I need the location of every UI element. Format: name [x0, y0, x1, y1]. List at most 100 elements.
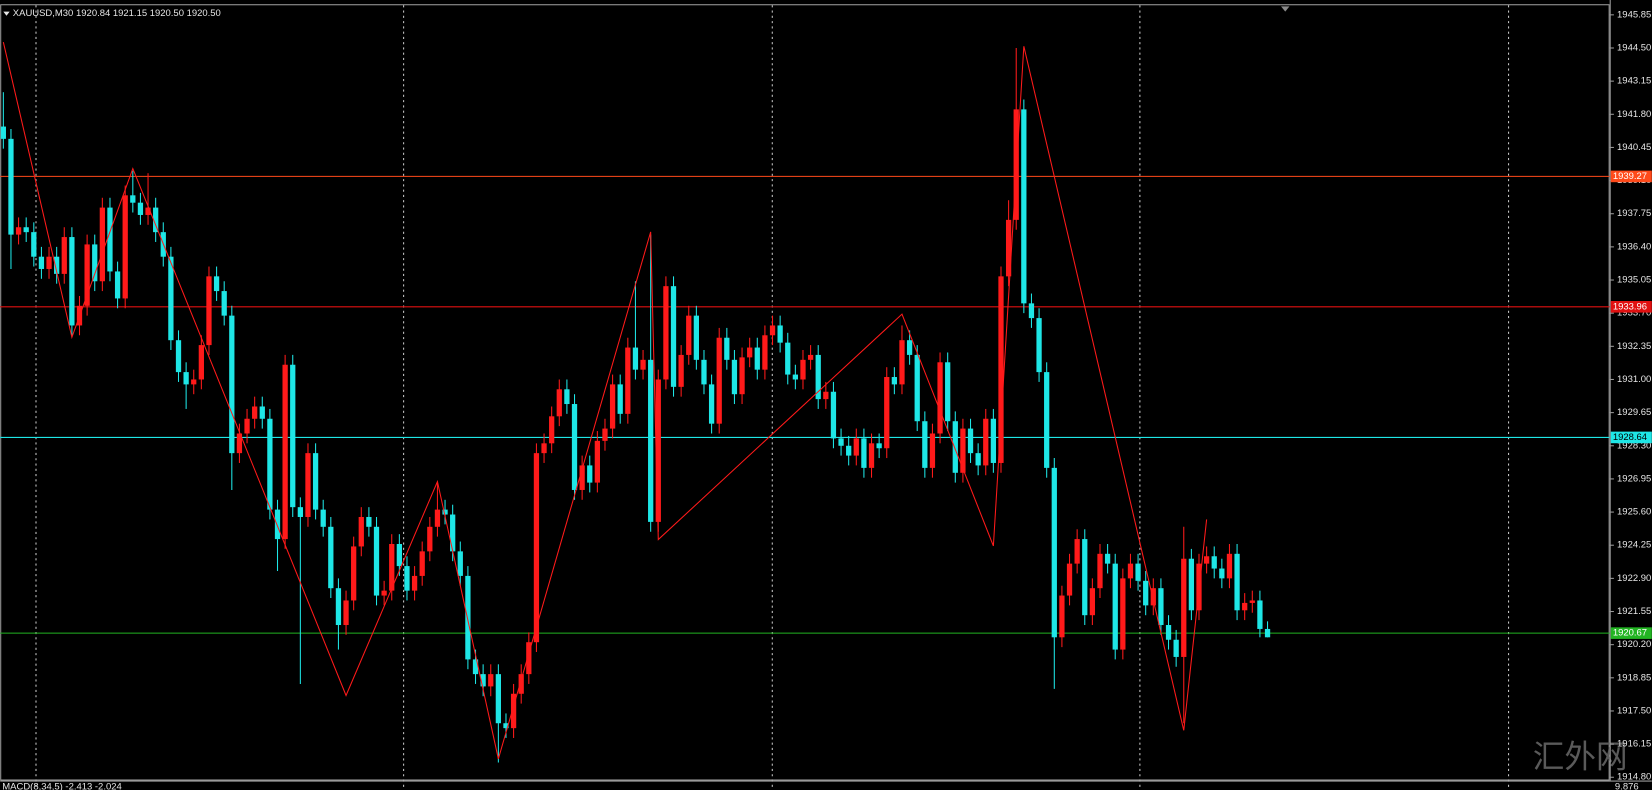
candle-body — [480, 674, 486, 687]
y-tick-label: 1922.90 — [1617, 573, 1651, 584]
candle-body — [1165, 625, 1172, 640]
watermark: 汇外网 — [1533, 739, 1628, 775]
candle-body — [1028, 303, 1035, 319]
candle-body — [404, 566, 410, 591]
candle-body — [389, 543, 395, 591]
candle-body — [411, 575, 418, 591]
candle-body — [952, 421, 958, 473]
candle-body — [396, 543, 402, 567]
plot-frame — [0, 4, 1610, 781]
candle-body — [602, 428, 608, 441]
candle-body — [99, 207, 105, 282]
menu-arrow — [3, 11, 10, 16]
candle-body — [1219, 568, 1225, 579]
candle-body — [906, 340, 913, 355]
candle-body — [1074, 539, 1080, 564]
candle-body — [625, 347, 631, 414]
candle-body — [983, 418, 989, 466]
candle-body — [731, 359, 738, 395]
price-level-box — [1610, 170, 1652, 183]
candle-body — [663, 286, 669, 380]
candle-body — [998, 276, 1004, 463]
candle-body — [1104, 553, 1111, 564]
candle-body — [236, 433, 243, 454]
price-level-box — [1610, 431, 1652, 444]
candle-body — [701, 359, 707, 385]
candle-body — [564, 389, 570, 405]
candle-body — [807, 354, 814, 360]
candle-body — [290, 364, 296, 508]
candle-body — [891, 377, 898, 385]
candle-body — [579, 465, 585, 490]
candle-body — [122, 195, 128, 299]
candle-body — [518, 674, 524, 694]
candle-body — [1249, 600, 1255, 603]
candle-body — [434, 509, 441, 527]
candle-body — [884, 377, 890, 449]
candle-body — [792, 374, 799, 380]
price-axis: 1945.85 1944.50 1943.15 1941.80 1940.45 1939.… — [1609, 0, 1652, 783]
candle-body — [495, 674, 501, 724]
candle-body — [259, 406, 265, 419]
y-tick-label: 1914.80 — [1617, 772, 1651, 783]
candle-body — [38, 256, 45, 269]
candle-body — [1005, 219, 1012, 277]
candle-body — [1181, 558, 1187, 657]
candle-body — [1036, 318, 1042, 373]
candle-body — [450, 514, 456, 552]
candle-body — [617, 384, 623, 414]
candle-body — [1044, 372, 1050, 468]
symbol-title: XAUUSD,M30 — [13, 8, 74, 19]
price-level-label: 1928.64 — [1613, 432, 1647, 443]
shift-marker — [1281, 6, 1290, 12]
candles — [0, 41, 1271, 763]
candle-body — [1135, 563, 1141, 581]
candle-body — [183, 372, 189, 385]
candle-body — [876, 443, 882, 449]
candle-body — [54, 256, 60, 274]
candle-body — [609, 384, 616, 429]
candle-body — [785, 342, 791, 375]
candle-body — [549, 416, 555, 444]
candle-body — [899, 340, 905, 385]
candle-body — [312, 453, 319, 510]
candle-body — [853, 438, 859, 456]
candle-body — [1112, 563, 1118, 650]
candle-body — [510, 693, 517, 729]
candle-body — [61, 237, 67, 274]
candle-body — [823, 391, 829, 400]
candle-body — [754, 347, 760, 370]
candle-body — [191, 379, 197, 385]
candle-body — [747, 347, 753, 358]
candle-body — [472, 659, 479, 675]
candle-body — [366, 516, 372, 527]
candle-body — [229, 315, 235, 454]
candle-body — [861, 438, 867, 468]
candle-body — [69, 237, 75, 326]
y-tick-label: 1940.45 — [1617, 142, 1651, 153]
candle-body — [1257, 600, 1263, 629]
y-tick-label: 1920.20 — [1617, 639, 1651, 650]
candle-body — [1021, 109, 1027, 304]
candle-body — [419, 551, 425, 576]
candle-body — [244, 418, 250, 434]
candle-body — [846, 445, 852, 456]
y-tick-label: 1929.65 — [1617, 407, 1651, 418]
candle-body — [533, 453, 540, 643]
candle-body — [1059, 595, 1065, 638]
candle-body — [762, 335, 768, 370]
indicator-label: MACD(8,34,5) -2.413 -2.024 — [2, 781, 121, 790]
candle-body — [556, 389, 562, 417]
candle-body — [868, 443, 875, 468]
candle-body — [153, 207, 159, 233]
candle-body — [1264, 628, 1271, 638]
y-tick-label: 1941.80 — [1617, 109, 1651, 120]
candle-body — [221, 291, 227, 316]
candle-body — [373, 526, 380, 596]
candle-body — [92, 244, 98, 282]
candle-body — [335, 588, 342, 626]
candle-body — [130, 195, 136, 203]
candle-body — [282, 364, 288, 540]
candle-body — [465, 575, 471, 660]
y-tick-label: 1935.05 — [1617, 275, 1651, 286]
